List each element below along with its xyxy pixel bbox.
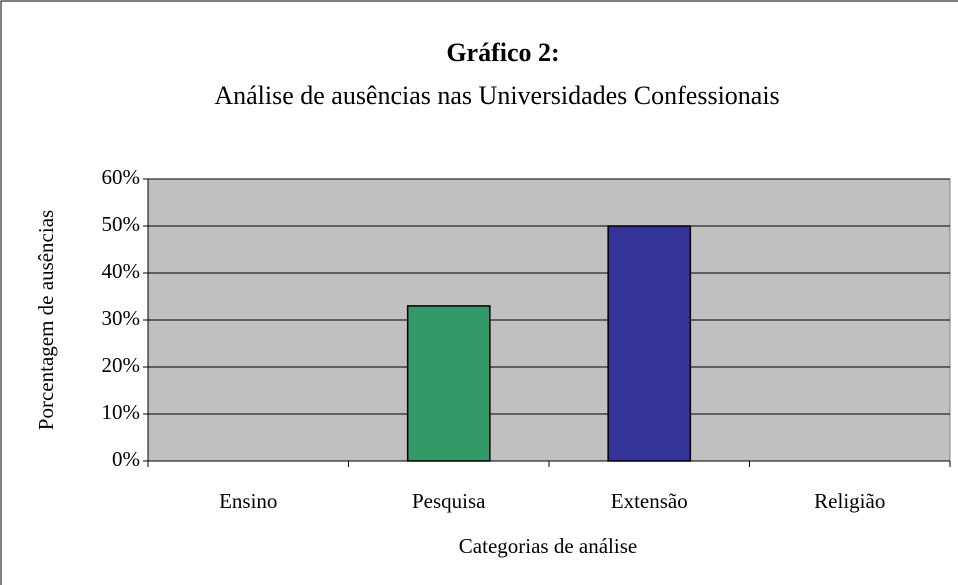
bar: [607, 225, 692, 462]
y-axis-label: Porcentagem de ausências: [34, 210, 58, 430]
y-tick-label: 60%: [102, 165, 141, 189]
y-tick-label: 50%: [102, 212, 141, 236]
x-tick-label: Religião: [814, 489, 885, 513]
y-tick-label: 0%: [112, 447, 140, 471]
y-tick-label: 40%: [102, 259, 141, 283]
x-tick-label: Ensino: [219, 489, 277, 513]
chart-title: Gráfico 2:: [446, 38, 559, 67]
x-tick-label: Pesquisa: [412, 489, 486, 513]
y-tick-label: 20%: [102, 353, 141, 377]
x-axis-label: Categorias de análise: [459, 534, 637, 558]
y-tick-label: 10%: [102, 400, 141, 424]
x-tick-label: Extensão: [611, 489, 688, 513]
bar: [406, 305, 491, 462]
y-tick-label: 30%: [102, 306, 141, 330]
chart-subtitle: Análise de ausências nas Universidades C…: [214, 81, 779, 110]
